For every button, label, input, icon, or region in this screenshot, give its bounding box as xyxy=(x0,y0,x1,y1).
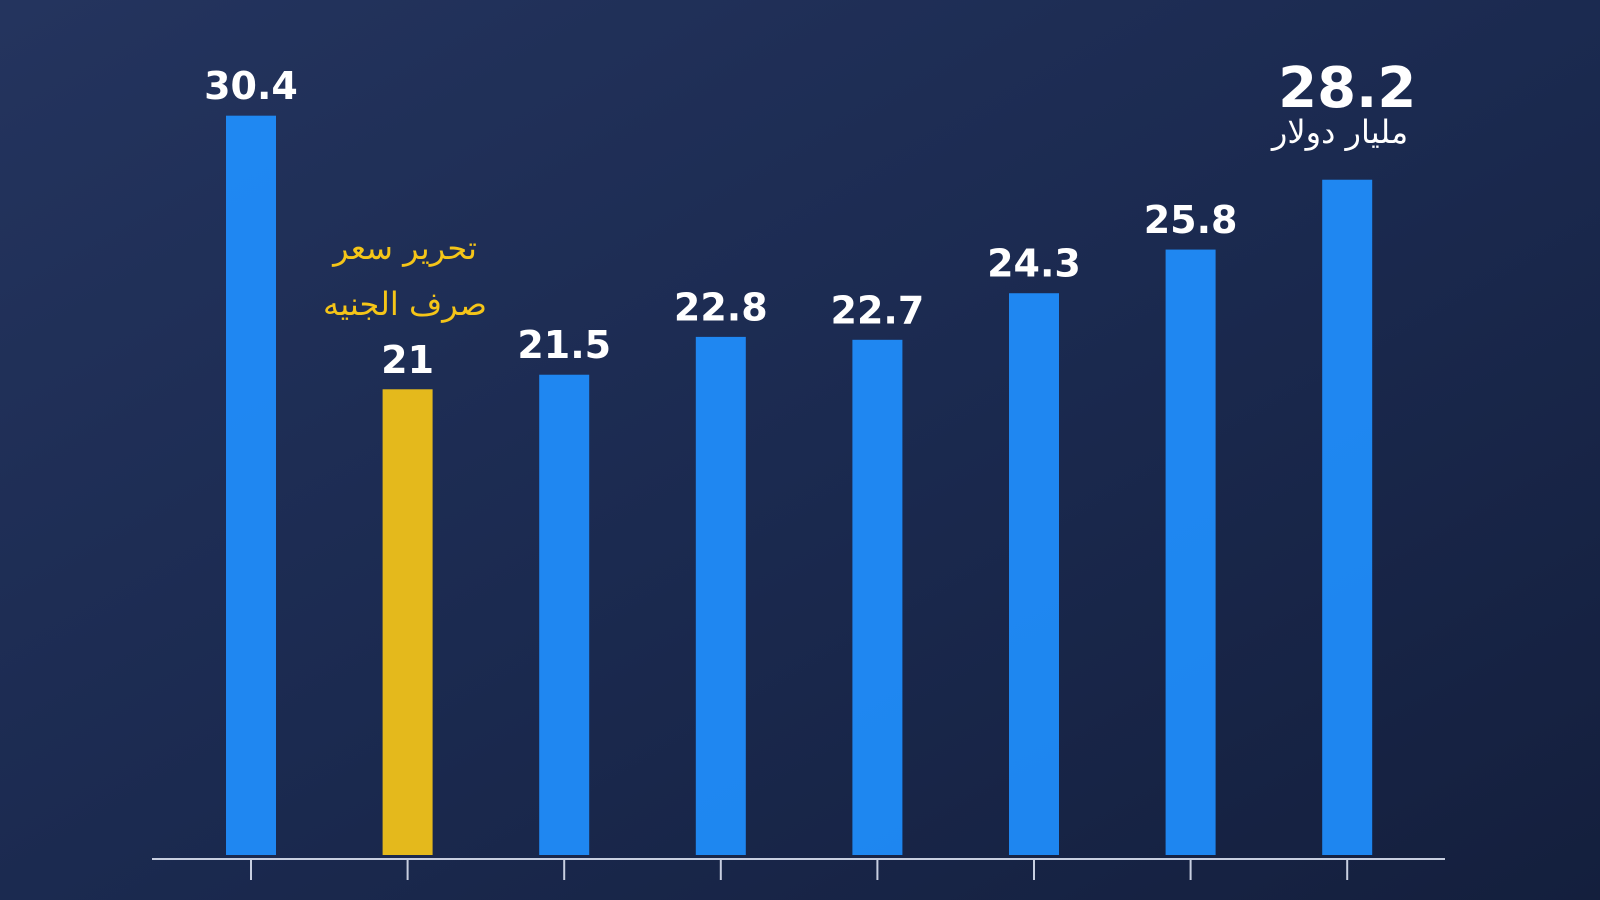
bar xyxy=(1165,249,1216,856)
value-label: 28.2 xyxy=(1278,56,1416,121)
value-label: 30.4 xyxy=(204,64,298,108)
bar xyxy=(852,339,903,855)
bar xyxy=(695,336,746,856)
value-label: 24.3 xyxy=(987,242,1081,286)
bar xyxy=(1009,293,1059,855)
bar xyxy=(382,389,433,855)
value-label: 21.5 xyxy=(517,323,611,367)
value-label: 22.8 xyxy=(674,285,768,329)
value-label: 22.7 xyxy=(831,288,925,332)
annotation-line: تحرير سعر xyxy=(331,229,477,267)
bar xyxy=(1322,179,1373,855)
bar xyxy=(226,115,276,855)
bar xyxy=(539,374,590,855)
unit-label: مليار دولار xyxy=(1270,113,1408,151)
annotation-line: صرف الجنيه xyxy=(323,285,487,323)
value-label: 21 xyxy=(381,338,434,382)
value-label: 25.8 xyxy=(1144,198,1238,242)
